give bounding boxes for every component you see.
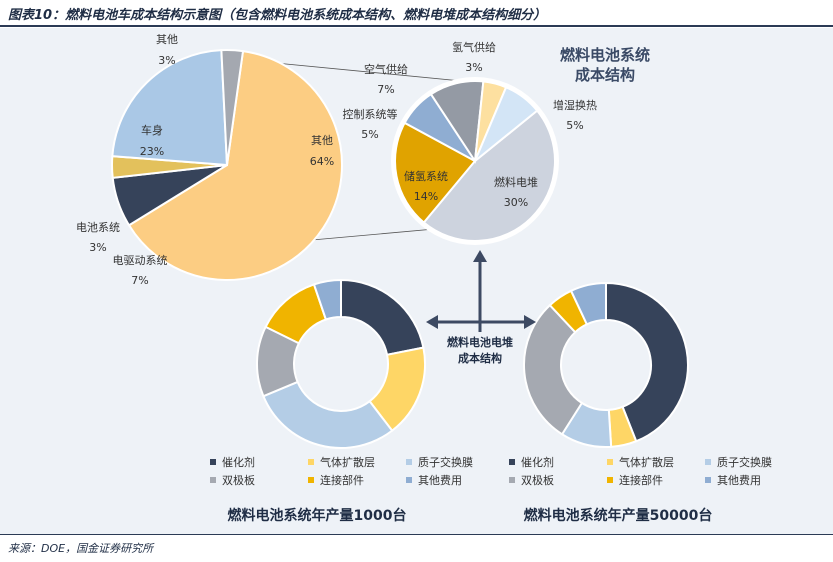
pie2-value-humid: 5%: [566, 119, 583, 132]
legend-right-swatch-1: [607, 459, 613, 465]
stack-cost-donut-50000: [523, 281, 689, 448]
pie2-label-control: 控制系统等: [343, 107, 398, 121]
pie2-label-h2-supply: 氢气供给: [452, 40, 496, 54]
vehicle-cost-slice-0: [127, 49, 343, 281]
pie2-label-h2-storage: 储氢系统: [404, 169, 448, 183]
stack-1000-slice-0: [340, 278, 425, 357]
stack-cost-donut-1000: [256, 278, 426, 449]
pie1-value-other-small: 3%: [158, 54, 175, 67]
legend-right-label-0: 催化剂: [521, 455, 554, 469]
legend-right-label-2: 质子交换膜: [717, 455, 772, 469]
stack-1000-slice-2: [262, 380, 394, 449]
stack-1000-slice-5: [312, 278, 342, 321]
caption-1000: 燃料电池系统年产量1000台: [228, 507, 407, 524]
pie2-value-h2-storage: 14%: [414, 190, 438, 203]
fc-system-slice-1: [394, 121, 477, 224]
stack-50000-slice-0: [605, 281, 689, 443]
legend-right-label-4: 连接部件: [619, 473, 663, 487]
pie1-label-edrive: 电驱动系统: [113, 254, 168, 267]
pie1-value-edrive: 7%: [131, 274, 148, 287]
legend-left-label-5: 其他费用: [418, 474, 462, 487]
pie2-value-h2-supply: 3%: [465, 61, 482, 74]
pie2-value-air-supply: 7%: [377, 83, 394, 96]
pie2-label-stack: 燃料电堆: [494, 175, 538, 189]
legend-left-swatch-2: [406, 459, 412, 465]
legend-left-swatch-3: [210, 477, 216, 483]
fuel-cell-system-pie: [391, 77, 559, 245]
connector-line-top: [254, 60, 483, 84]
legend-right-swatch-4: [607, 477, 613, 483]
legend-left-swatch-4: [308, 477, 314, 483]
pie1-label-battery: 电池系统: [76, 221, 120, 234]
fc-system-title-line1: 燃料电池系统: [560, 46, 650, 64]
fc-system-title-line2: 成本结构: [575, 66, 635, 84]
vehicle-cost-slice-3: [111, 49, 229, 167]
legend-right-swatch-5: [705, 477, 711, 483]
four-way-arrow: [426, 250, 536, 366]
legend-right-label-1: 气体扩散层: [619, 455, 674, 469]
fc-system-slice-5: [474, 85, 539, 162]
pie2-value-stack: 30%: [504, 196, 528, 209]
pie2-label-humid: 增湿换热: [553, 98, 597, 112]
legend-left-label-0: 催化剂: [222, 455, 255, 469]
chart-canvas: 其他 3% 车身 23% 其他 64% 电池系统 3% 电驱动系统 7% 燃料电…: [76, 33, 772, 524]
legend-left-label-3: 双极板: [222, 473, 255, 487]
pie1-value-body: 23%: [140, 145, 164, 158]
figure-title: 图表10：燃料电池车成本结构示意图（包含燃料电池系统成本结构、燃料电堆成本结构细…: [8, 8, 547, 23]
stack-center-label-line1: 燃料电池电堆: [446, 335, 513, 349]
arrow-up-head: [473, 250, 487, 262]
center-label-bg: [440, 332, 520, 366]
pie1-label-other-small: 其他: [156, 33, 178, 46]
legend-right-swatch-2: [705, 459, 711, 465]
pie2-value-control: 5%: [361, 128, 378, 141]
vehicle-cost-pie: [111, 49, 343, 281]
pie2-label-air-supply: 空气供给: [364, 62, 408, 76]
top-rule: [0, 25, 833, 27]
legend-left-swatch-1: [308, 459, 314, 465]
pie1-value-other-large: 64%: [310, 155, 334, 168]
legend-left-swatch-0: [210, 459, 216, 465]
arrow-left-head: [426, 315, 438, 329]
source-note: 来源：DOE，国金证券研究所: [8, 542, 154, 555]
legend-right-swatch-3: [509, 477, 515, 483]
pie1-value-battery: 3%: [89, 241, 106, 254]
legend-left-swatch-5: [406, 477, 412, 483]
legend-left-label-4: 连接部件: [320, 473, 364, 487]
fc-system-slice-0: [422, 109, 556, 242]
legend-left-label-1: 气体扩散层: [320, 455, 375, 469]
pie1-label-other-large: 其他: [311, 134, 333, 147]
arrow-right-head: [524, 315, 536, 329]
legend-right-label-3: 双极板: [521, 473, 554, 487]
bottom-rule: [0, 534, 833, 535]
vehicle-cost-slice-4: [220, 49, 245, 166]
caption-50000: 燃料电池系统年产量50000台: [524, 507, 713, 524]
legend-right-label-5: 其他费用: [717, 474, 761, 487]
pie1-label-body: 车身: [141, 123, 163, 137]
legend-left-label-2: 质子交换膜: [418, 455, 473, 469]
stack-50000-slice-3: [523, 303, 584, 436]
stack-center-label-line2: 成本结构: [458, 351, 502, 365]
legend-right-swatch-0: [509, 459, 515, 465]
stack-50000-slice-5: [569, 281, 607, 326]
